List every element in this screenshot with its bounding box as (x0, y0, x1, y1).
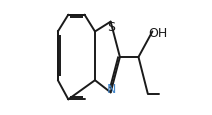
Text: OH: OH (148, 27, 167, 40)
Text: N: N (107, 82, 116, 95)
Text: S: S (107, 21, 115, 33)
